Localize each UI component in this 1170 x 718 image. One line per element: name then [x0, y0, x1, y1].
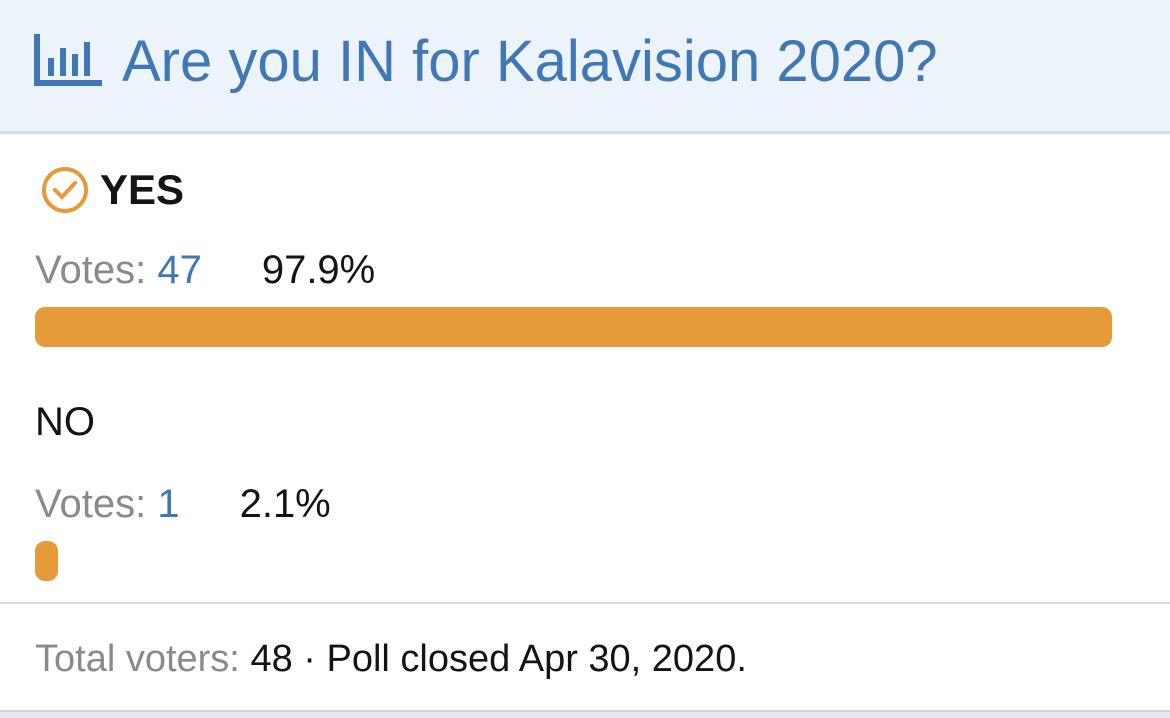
option-text: NO — [35, 400, 95, 444]
poll-status: · Poll closed Apr 30, 2020. — [303, 638, 747, 680]
result-bar — [35, 307, 1112, 347]
bottom-edge — [0, 710, 1170, 718]
votes-line: Votes: 1 2.1% — [35, 482, 331, 527]
chosen-check — [42, 167, 88, 213]
option-text: YES — [100, 166, 185, 213]
votes-count: 1 — [157, 482, 180, 526]
votes-label: Votes: — [35, 248, 147, 292]
total-label: Total voters: — [35, 638, 240, 680]
votes-label: Votes: — [35, 482, 147, 526]
option-label: YES — [100, 166, 184, 214]
percent-label: 2.1% — [239, 482, 331, 526]
separator — [0, 602, 1170, 604]
result-bar — [35, 541, 59, 581]
option-label: NO — [35, 400, 95, 445]
poll-title: Are you IN for Kalavision 2020? — [122, 29, 938, 94]
poll-header: Are you IN for Kalavision 2020? — [0, 0, 1170, 134]
poll-footer: Total voters: 48 · Poll closed Apr 30, 2… — [35, 638, 747, 681]
total-voters: 48 — [250, 638, 293, 680]
votes-count: 47 — [157, 248, 202, 292]
votes-line: Votes: 47 97.9% — [35, 248, 375, 293]
chart-icon — [34, 34, 102, 86]
percent-label: 97.9% — [261, 248, 376, 292]
